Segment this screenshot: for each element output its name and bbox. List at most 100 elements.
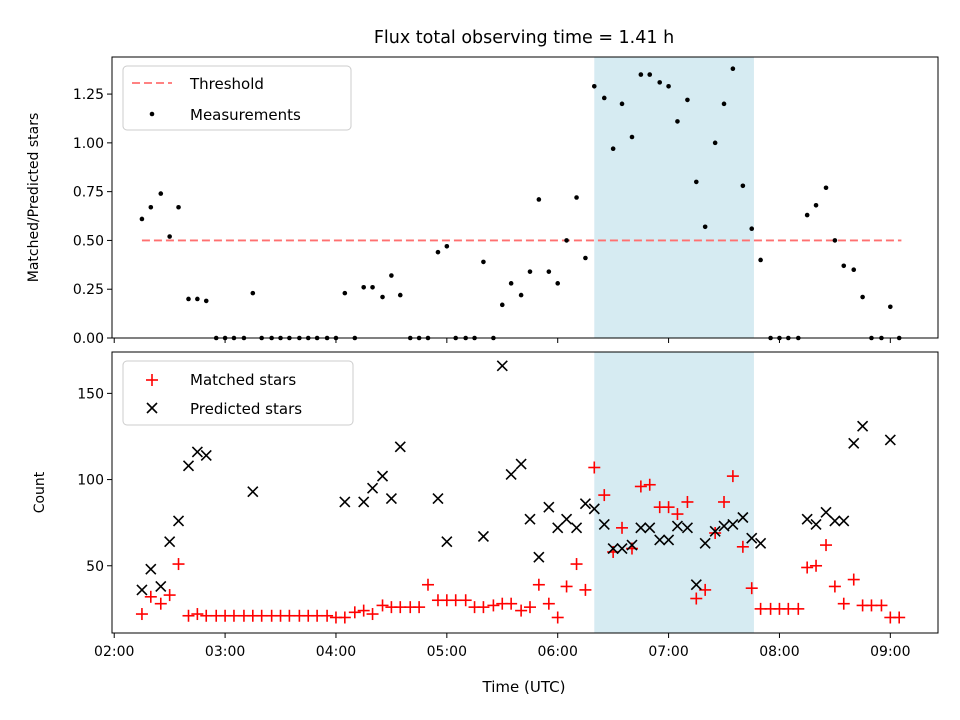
predicted-star-marker <box>588 503 600 515</box>
measurement-point <box>555 281 561 286</box>
matched-star-marker <box>321 609 334 622</box>
measurement-point <box>823 185 829 191</box>
legend-measurements-swatch <box>149 111 155 117</box>
y-tick-label: 0.75 <box>73 185 104 201</box>
matched-star-marker <box>487 599 500 612</box>
predicted-star-marker <box>376 470 389 482</box>
legend-measurements-label: Measurements <box>190 106 301 124</box>
matched-star-marker <box>477 601 490 614</box>
measurement-point <box>518 292 524 298</box>
measurement-point <box>583 255 588 261</box>
matched-star-marker <box>163 589 176 602</box>
predicted-star-marker <box>635 522 647 534</box>
measurement-point <box>693 179 699 185</box>
measurement-point <box>564 238 569 243</box>
predicted-star-marker <box>663 534 675 546</box>
top-legend: Threshold Measurements <box>122 65 352 131</box>
measurement-point <box>508 281 514 286</box>
measurement-point <box>685 97 690 103</box>
measurement-point <box>148 204 154 210</box>
predicted-star-marker <box>671 520 684 532</box>
x-axis-label: Time (UTC) <box>482 678 566 696</box>
matched-star-marker <box>413 601 426 614</box>
predicted-star-marker <box>838 515 850 527</box>
top-y-axis-label: Matched/Predicted stars <box>26 113 42 283</box>
predicted-star-marker <box>709 525 721 537</box>
measurement-point <box>370 284 375 290</box>
matched-star-marker <box>357 604 370 617</box>
predicted-star-marker <box>366 482 379 494</box>
matched-star-marker <box>671 508 684 521</box>
measurement-point <box>804 212 810 218</box>
matched-star-marker <box>570 558 583 571</box>
measurement-point <box>657 80 663 85</box>
predicted-star-marker <box>579 498 591 510</box>
predicted-star-marker <box>570 522 583 534</box>
predicted-star-marker <box>533 551 545 563</box>
measurement-point <box>601 95 607 101</box>
matched-star-marker <box>515 604 528 617</box>
measurement-point <box>342 290 348 296</box>
matched-stars-points <box>135 461 906 624</box>
matched-star-marker <box>745 582 758 595</box>
matched-star-marker <box>560 580 573 593</box>
matched-star-marker <box>542 597 555 610</box>
measurement-point <box>813 203 819 208</box>
y-tick-label: 0.25 <box>73 282 104 298</box>
y-tick-label: 0.50 <box>73 233 104 249</box>
predicted-star-marker <box>164 536 176 548</box>
measurement-point <box>380 294 385 300</box>
matched-star-marker <box>191 608 204 621</box>
matched-star-marker <box>598 489 611 502</box>
measurement-point <box>629 134 635 140</box>
y-tick-label: 100 <box>77 473 104 489</box>
measurement-point <box>397 292 403 298</box>
predicted-star-marker <box>561 513 573 525</box>
measurement-point <box>361 284 366 290</box>
matched-star-marker <box>144 590 157 603</box>
matched-star-marker <box>837 597 850 610</box>
x-tick-label: 05:00 <box>427 644 467 660</box>
matched-star-marker <box>551 611 564 624</box>
predicted-star-marker <box>598 518 610 530</box>
matched-star-marker <box>523 601 536 614</box>
predicted-star-marker <box>801 513 813 525</box>
y-tick-label: 0.00 <box>73 331 104 347</box>
measurement-point <box>176 204 181 210</box>
measurement-point <box>186 296 191 302</box>
bottom-axes-frame <box>111 351 939 634</box>
measurement-point <box>749 226 755 232</box>
predicted-star-marker <box>155 580 167 593</box>
measurement-points <box>139 66 902 341</box>
matched-star-marker <box>709 527 722 540</box>
matched-star-marker <box>662 501 675 514</box>
predicted-star-marker <box>515 458 527 470</box>
matched-star-marker <box>634 480 647 493</box>
matched-star-marker <box>505 597 518 610</box>
predicted-star-marker <box>727 518 739 530</box>
predicted-star-marker <box>441 536 453 548</box>
measurement-point <box>444 243 450 249</box>
predicted-stars-points <box>136 360 896 596</box>
measurement-point <box>574 195 579 200</box>
measurement-point <box>546 269 552 274</box>
matched-star-marker <box>348 606 361 619</box>
predicted-star-marker <box>394 441 406 453</box>
predicted-star-marker <box>172 515 185 527</box>
x-tick-label: 03:00 <box>205 644 245 660</box>
predicted-star-marker <box>616 542 628 555</box>
bottom-x-ticks: 02:00 03:00 04:00 05:00 06:00 07:00 08:00 09:00 <box>94 633 911 660</box>
predicted-star-marker <box>810 518 822 530</box>
measurement-point <box>203 298 209 304</box>
bottom-legend: Matched stars Predicted stars <box>122 360 354 426</box>
predicted-star-marker <box>247 486 259 498</box>
legend-predicted-swatch <box>146 402 158 414</box>
predicted-star-marker <box>654 534 666 546</box>
legend-predicted-label: Predicted stars <box>190 400 302 418</box>
matched-star-marker <box>690 592 703 605</box>
top-panel: 0.00 0.25 0.50 0.75 1.00 1.25 Matched/Predict… <box>26 56 939 347</box>
matched-star-marker <box>135 608 148 621</box>
top-axes-frame <box>111 56 939 339</box>
measurement-point <box>536 197 542 202</box>
